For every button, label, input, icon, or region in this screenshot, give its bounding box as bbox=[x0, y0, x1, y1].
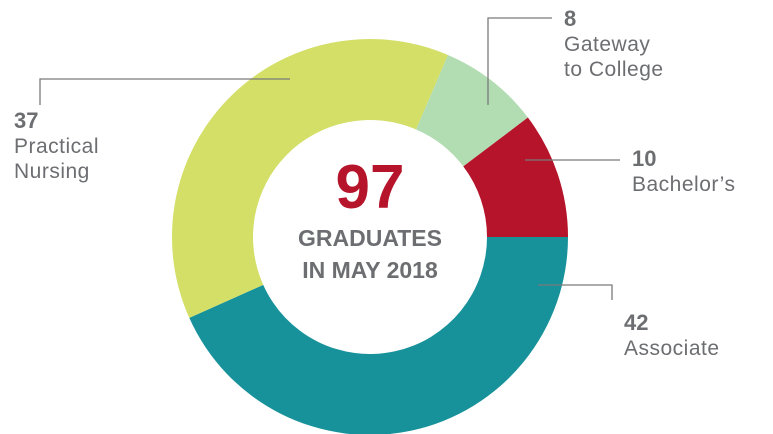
value-label-bachelor-s: 10 bbox=[632, 146, 656, 171]
center-caption-line-1: GRADUATES bbox=[298, 225, 442, 251]
category-label-associate-line-1: Associate bbox=[624, 337, 720, 360]
slice-bachelor-s bbox=[463, 117, 568, 237]
donut-slices bbox=[172, 39, 568, 434]
total-graduates-value: 97 bbox=[336, 153, 405, 222]
center-summary: 97 GRADUATES IN MAY 2018 bbox=[298, 153, 442, 283]
slice-practical-nursing bbox=[172, 39, 448, 318]
slice-associate bbox=[189, 237, 568, 434]
leader-line-gateway-to-college bbox=[487, 17, 552, 105]
slice-gateway-to-college bbox=[416, 55, 528, 167]
value-label-associate: 42 bbox=[624, 310, 648, 335]
center-caption-line-2: IN MAY 2018 bbox=[302, 257, 438, 283]
value-label-practical-nursing: 37 bbox=[14, 108, 38, 133]
leader-lines bbox=[39, 17, 620, 300]
leader-line-associate bbox=[538, 284, 613, 300]
category-label-practical-nursing-line-1: Practical bbox=[14, 135, 99, 158]
category-label-bachelor-s-line-1: Bachelor’s bbox=[632, 173, 735, 196]
category-label-practical-nursing-line-2: Nursing bbox=[14, 160, 90, 183]
category-label-gateway-to-college-line-1: Gateway bbox=[564, 33, 650, 56]
leader-line-practical-nursing bbox=[39, 78, 290, 105]
category-label-gateway-to-college-line-2: to College bbox=[564, 58, 664, 81]
value-label-gateway-to-college: 8 bbox=[564, 6, 576, 31]
